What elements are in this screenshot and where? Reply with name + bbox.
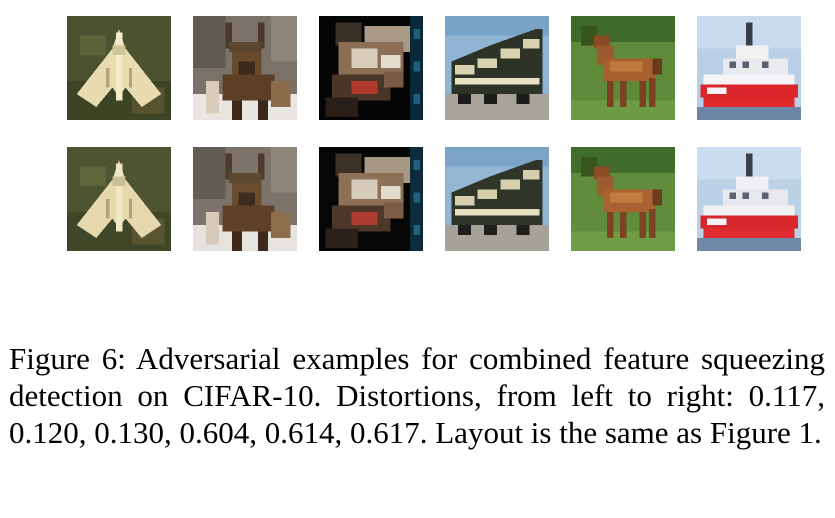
airplane-image <box>67 147 171 251</box>
ship-image <box>697 16 801 120</box>
dog-image <box>319 16 423 120</box>
deer-image <box>193 16 297 120</box>
horse-image <box>571 16 675 120</box>
truck-image <box>445 147 549 251</box>
horse-image <box>571 147 675 251</box>
caption-text: Adversarial examples for combined featur… <box>9 341 825 450</box>
image-row-bottom <box>67 147 803 251</box>
deer-image <box>193 147 297 251</box>
truck-image <box>445 16 549 120</box>
dog-image <box>319 147 423 251</box>
airplane-image <box>67 16 171 120</box>
figure-image-grid <box>67 16 803 251</box>
ship-image <box>697 147 801 251</box>
figure-label: Figure 6: <box>9 341 126 376</box>
image-row-top <box>67 16 803 120</box>
figure-caption: Figure 6: Adversarial examples for combi… <box>9 340 825 451</box>
